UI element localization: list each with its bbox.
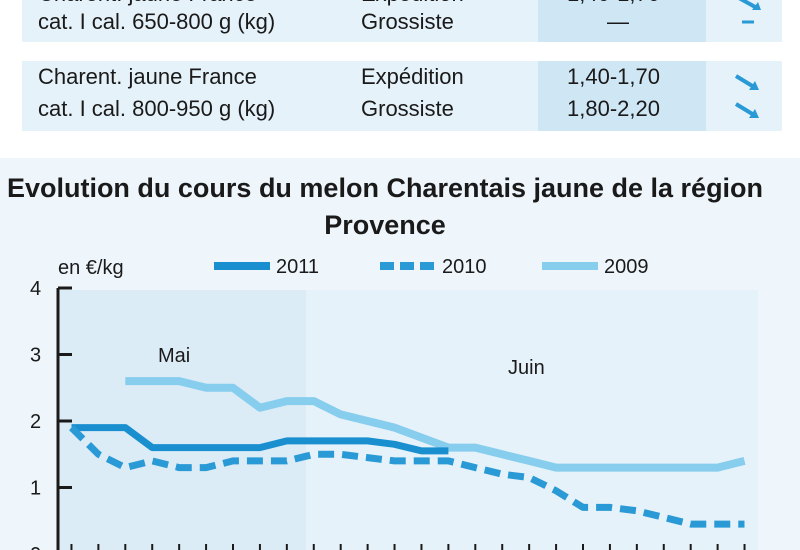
table-row-price-line1: 1,40-1,70 (567, 64, 660, 89)
chart-title: Evolution du cours du melon Charentais j… (6, 173, 764, 240)
y-tick-label: 0 (30, 544, 41, 550)
table-row-price-line1: 1,40-1,70 (567, 0, 660, 10)
trend-down-icon (734, 102, 759, 118)
y-tick-label: 2 (30, 411, 41, 433)
series-line-2010 (69, 425, 745, 528)
table-row-stage-line1: Expédition (361, 0, 464, 10)
trend-down-icon (734, 74, 759, 90)
table-row-product-line2: cat. I cal. 800-950 g (kg) (38, 96, 276, 121)
table-row-product-line1: Charent. jaune France (38, 64, 257, 89)
table-row-stage-line2: Grossiste (361, 9, 454, 34)
table-row-price-line2: 1,80-2,20 (567, 96, 660, 121)
y-tick-label: 1 (30, 478, 41, 500)
legend-label-2010: 2010 (442, 256, 487, 278)
series-line-2011 (71, 424, 449, 455)
trend-stable-icon (742, 20, 754, 24)
trend-down-icon (738, 0, 761, 10)
table-price-band (538, 0, 706, 42)
table-row-product-line2: cat. I cal. 650-800 g (kg) (38, 9, 276, 34)
y-axis-unit-label: en €/kg (58, 257, 124, 279)
series-line-2009 (125, 377, 746, 472)
table-row-product-line1: Charent. jaune France (38, 0, 257, 10)
legend-label-2009: 2009 (604, 256, 649, 278)
period-label-may: Mai (158, 345, 190, 367)
y-tick-label: 3 (30, 345, 41, 367)
table-row-price-line2: — (607, 9, 629, 34)
table-row-stage-line1: Expédition (361, 64, 464, 89)
legend-label-2011: 2011 (276, 256, 319, 278)
month-june-background (306, 290, 758, 550)
period-label-june: Juin (508, 357, 545, 379)
month-may-background (58, 290, 306, 550)
table-price-band (538, 61, 706, 131)
y-tick-label: 4 (30, 278, 41, 300)
table-row-stage-line2: Grossiste (361, 96, 454, 121)
